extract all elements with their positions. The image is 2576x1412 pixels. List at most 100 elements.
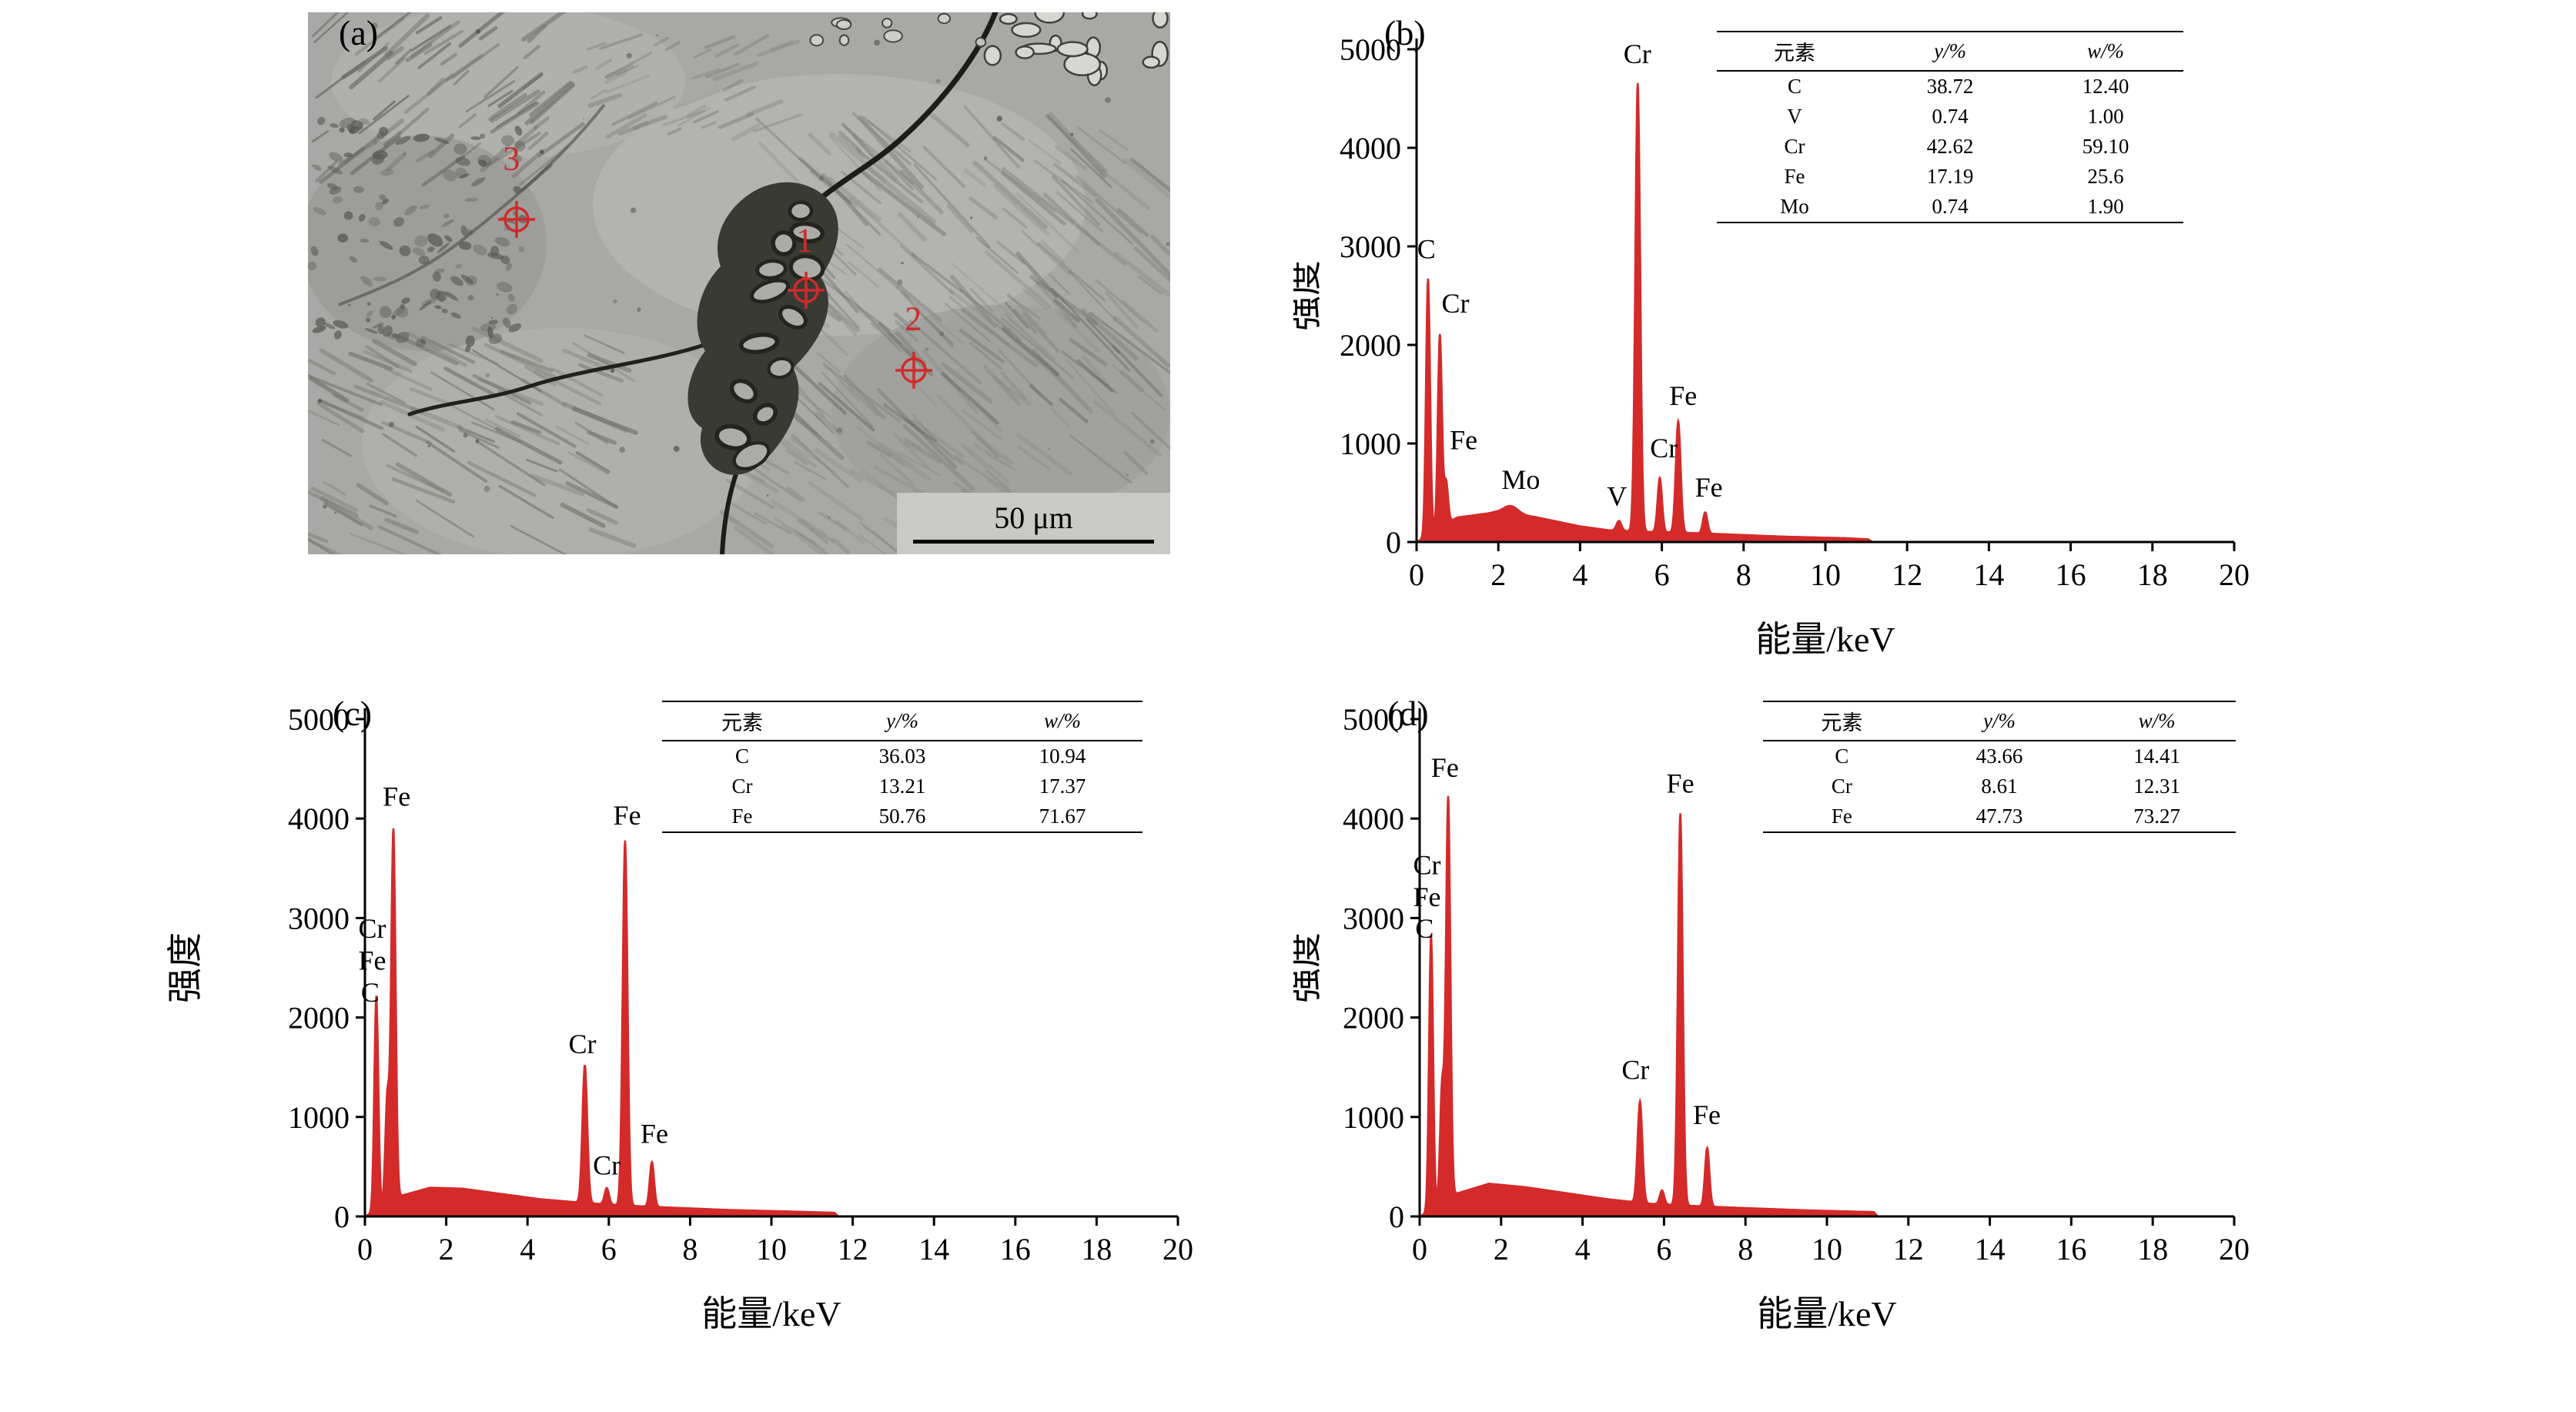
table-cell: 0.74 bbox=[1932, 105, 1969, 128]
peak-label: Cr bbox=[1650, 433, 1678, 463]
peak-label: Fe bbox=[1667, 768, 1694, 799]
table-header-row: 元素 y/% w/% bbox=[662, 701, 1142, 741]
y-tick-label: 3000 bbox=[1340, 229, 1401, 264]
table-cell: Cr bbox=[1831, 775, 1852, 798]
x-tick-label: 12 bbox=[838, 1232, 868, 1266]
panel-label-b: (b) bbox=[1384, 13, 1426, 52]
x-tick-label: 0 bbox=[1409, 557, 1424, 592]
x-tick-label: 14 bbox=[1973, 557, 2004, 592]
peak-label: Fe bbox=[641, 1118, 668, 1149]
y-tick-label: 0 bbox=[1386, 525, 1401, 560]
table-row: V 0.74 1.00 bbox=[1717, 102, 2183, 132]
table-cell: 10.94 bbox=[1039, 744, 1086, 768]
eds-quant-table: 元素 y/% w/% C 43.66 14.41 Cr 8.61 12.31 Fe 47.73 73.… bbox=[1763, 701, 2236, 833]
y-axis-label: 强度 bbox=[166, 932, 205, 1003]
table-cell: 38.72 bbox=[1926, 75, 1974, 98]
x-tick-label: 12 bbox=[1893, 1232, 1924, 1266]
table-cell: C bbox=[734, 744, 749, 768]
table-row: Fe 50.76 71.67 bbox=[662, 801, 1142, 832]
x-axis-label: 能量/keV bbox=[1757, 1294, 1896, 1333]
spectrum-line bbox=[364, 828, 839, 1218]
table-header-row: 元素 y/% w/% bbox=[1717, 32, 2183, 72]
y-tick-label: 1000 bbox=[1340, 427, 1401, 461]
x-tick-label: 8 bbox=[682, 1232, 698, 1266]
peak-label: Fe bbox=[1695, 472, 1723, 503]
y-tick-label: 5000 bbox=[288, 702, 350, 737]
x-tick-label: 0 bbox=[1412, 1232, 1427, 1266]
chart-canvas-c: 0 2 4 6 8 10 12 14 16 18 20 0 1000 2000 3000 4000 5000 能量… bbox=[166, 694, 1193, 1333]
table-header: w/% bbox=[2078, 701, 2236, 741]
chart-canvas-b: 0 2 4 6 8 10 12 14 16 18 20 0 1000 2000 3000 4000 5000 能量… bbox=[1293, 13, 2250, 659]
chart-canvas-d: 0 2 4 6 8 10 12 14 16 18 20 0 1000 2000 3000 4000 5000 能量… bbox=[1293, 694, 2250, 1333]
table-cell: 71.67 bbox=[1039, 805, 1086, 828]
eds-quant-table: 元素 y/% w/% C 38.72 12.40 V 0.74 1.00 Cr 42.62 59.10… bbox=[1717, 31, 2183, 223]
x-tick-label: 18 bbox=[1081, 1232, 1112, 1266]
table-cell: 1.90 bbox=[2087, 195, 2124, 218]
x-tick-label: 2 bbox=[439, 1232, 454, 1266]
table-cell: Cr bbox=[1784, 135, 1805, 158]
table-cell: Mo bbox=[1780, 195, 1809, 218]
x-tick-label: 14 bbox=[1975, 1232, 2006, 1266]
scale-bar: 50 μm bbox=[896, 492, 1170, 554]
x-tick-label: 20 bbox=[1163, 1232, 1193, 1266]
peak-label: Fe bbox=[614, 800, 641, 831]
y-tick-label: 3000 bbox=[288, 901, 350, 935]
panel-label-a: (a) bbox=[339, 13, 379, 52]
x-tick-label: 6 bbox=[1654, 557, 1670, 592]
x-tick-label: 6 bbox=[601, 1232, 617, 1266]
x-tick-label: 16 bbox=[2056, 1232, 2086, 1266]
table-header: y/% bbox=[1920, 701, 2079, 741]
table-cell: V bbox=[1787, 105, 1802, 128]
table-cell: 1.00 bbox=[2087, 105, 2124, 128]
table-cell: Fe bbox=[1784, 165, 1805, 188]
y-tick-label: 0 bbox=[334, 1200, 350, 1234]
y-tick-label: 4000 bbox=[1343, 801, 1404, 836]
peak-label: Fe bbox=[1669, 380, 1697, 411]
peak-label: Fe bbox=[1413, 882, 1441, 912]
table-row: C 36.03 10.94 bbox=[662, 741, 1142, 771]
table-header: 元素 bbox=[662, 701, 822, 741]
sem-micrograph-image bbox=[308, 12, 1170, 554]
table-header: y/% bbox=[822, 701, 982, 741]
table-row: Mo 0.74 1.90 bbox=[1717, 192, 2183, 223]
crosshair-icon bbox=[788, 271, 825, 309]
y-tick-label: 5000 bbox=[1343, 702, 1404, 737]
table-cell: 12.31 bbox=[2133, 775, 2181, 798]
peak-label: Fe bbox=[1450, 425, 1477, 456]
x-axis-label: 能量/keV bbox=[701, 1294, 841, 1333]
x-tick-label: 0 bbox=[357, 1232, 373, 1266]
y-tick-label: 1000 bbox=[1343, 1100, 1404, 1135]
y-axis-label: 强度 bbox=[1293, 932, 1324, 1003]
analysis-point-number-3: 3 bbox=[503, 139, 520, 178]
crosshair-icon bbox=[498, 201, 536, 239]
scale-bar-label: 50 μm bbox=[994, 500, 1073, 536]
x-tick-label: 2 bbox=[1490, 557, 1506, 592]
table-cell: Fe bbox=[731, 805, 753, 828]
peak-label: Cr bbox=[1441, 288, 1469, 319]
table-cell: 43.66 bbox=[1975, 744, 2023, 768]
peak-label: Fe bbox=[1693, 1099, 1721, 1130]
x-tick-label: 20 bbox=[2219, 557, 2250, 592]
x-tick-label: 4 bbox=[520, 1232, 535, 1266]
sem-image-panel: (a) 50 μm 1 2 3 bbox=[308, 12, 1170, 554]
table-cell: 50.76 bbox=[878, 805, 926, 828]
table-cell: 12.40 bbox=[2082, 75, 2129, 98]
analysis-point-number-2: 2 bbox=[905, 299, 922, 338]
peak-label: C bbox=[361, 977, 380, 1008]
table-cell: 13.21 bbox=[878, 775, 926, 798]
eds-spectrum-panel-d: 0 2 4 6 8 10 12 14 16 18 20 0 1000 2000 3000 4000 5000 能量… bbox=[1293, 685, 2471, 1412]
spectrum-line bbox=[1416, 82, 1873, 544]
y-tick-label: 4000 bbox=[1340, 131, 1401, 166]
x-tick-label: 16 bbox=[2056, 557, 2086, 592]
peak-label: V bbox=[1607, 481, 1627, 512]
y-tick-label: 1000 bbox=[288, 1100, 350, 1135]
x-tick-label: 16 bbox=[1000, 1232, 1031, 1266]
y-tick-label: 5000 bbox=[1340, 32, 1401, 67]
peak-label: Cr bbox=[1413, 850, 1441, 881]
table-cell: 25.6 bbox=[2087, 165, 2124, 188]
spectrum-line bbox=[1419, 795, 1879, 1218]
table-cell: 17.19 bbox=[1926, 165, 1974, 188]
y-tick-label: 3000 bbox=[1343, 901, 1404, 935]
y-axis-label: 强度 bbox=[1293, 260, 1324, 331]
